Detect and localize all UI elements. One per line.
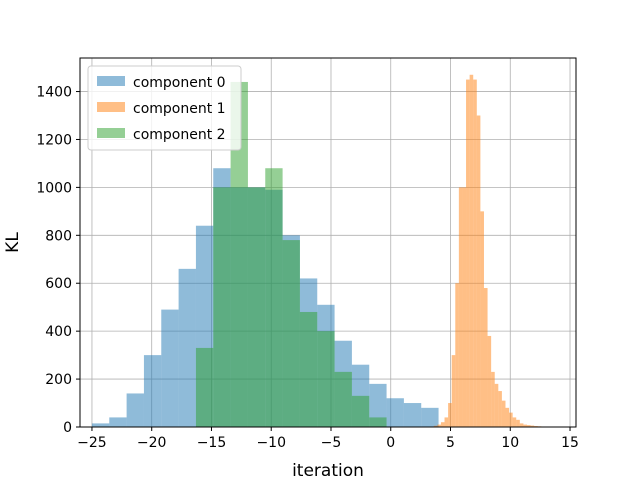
histogram-bar — [440, 422, 445, 427]
histogram-bar — [509, 412, 513, 427]
histogram-bar — [386, 398, 404, 427]
histogram-bar — [512, 417, 517, 427]
histogram-bar — [195, 347, 214, 427]
histogram-bar — [230, 81, 248, 428]
series-1-bars — [433, 74, 555, 427]
x-tick-label: 0 — [386, 435, 395, 451]
x-tick-label: −5 — [321, 435, 342, 451]
x-axis-label: iteration — [292, 461, 364, 480]
histogram-bar — [480, 211, 484, 427]
y-tick-label: 1000 — [36, 180, 72, 196]
legend-swatch — [97, 76, 125, 86]
axis-ticks: −25 −20 −15 −10 −5 0 5 10 15 0 200 400 600 800 1000 120… — [36, 85, 579, 451]
y-tick-label: 800 — [45, 228, 72, 244]
y-tick-label: 600 — [45, 276, 72, 292]
histogram-bar — [403, 403, 422, 427]
histogram-bars — [91, 74, 555, 428]
histogram-bar — [491, 371, 495, 427]
legend-box — [87, 65, 242, 151]
histogram-bar — [530, 425, 535, 427]
x-tick-label: −10 — [256, 435, 286, 451]
histogram-bar — [516, 419, 520, 427]
histogram-bar — [299, 311, 318, 427]
y-axis-label: KL — [3, 232, 23, 253]
x-tick-label: 10 — [501, 435, 519, 451]
histogram-bar — [501, 400, 506, 427]
histogram-bar — [91, 423, 110, 427]
histogram-bar — [247, 187, 266, 427]
histogram-bar — [487, 335, 492, 427]
histogram-bar — [476, 115, 481, 427]
legend-label: component 0 — [133, 75, 226, 91]
histogram-bar — [473, 79, 477, 427]
y-tick-label: 0 — [63, 420, 72, 436]
x-tick-label: −20 — [137, 435, 167, 451]
histogram-bar — [448, 403, 452, 427]
histogram-bar — [369, 383, 387, 427]
histogram-bar — [523, 424, 527, 427]
histogram-bar — [494, 383, 499, 427]
histogram-bar — [498, 391, 502, 427]
legend-label: component 2 — [133, 127, 226, 143]
histogram-bar — [519, 423, 524, 427]
y-tick-label: 1200 — [36, 132, 72, 148]
histogram-bar — [126, 393, 144, 427]
histogram-bar — [458, 187, 463, 427]
histogram-bar — [334, 371, 352, 427]
histogram-bar — [526, 425, 531, 427]
x-tick-label: −25 — [77, 435, 107, 451]
series-2-bars — [195, 81, 387, 428]
legend-swatch — [97, 102, 125, 112]
histogram-bar — [143, 355, 162, 427]
histogram-bar — [469, 74, 474, 427]
x-tick-label: 15 — [561, 435, 579, 451]
histogram-bar — [213, 187, 231, 427]
legend: component 0 component 1 component 2 — [87, 65, 242, 151]
histogram-bar — [265, 168, 283, 428]
histogram-bar — [466, 79, 470, 427]
legend-label: component 1 — [133, 101, 226, 117]
histogram-bar — [282, 240, 300, 427]
histogram-bar — [109, 417, 127, 427]
x-tick-label: −15 — [197, 435, 227, 451]
histogram-bar — [351, 395, 370, 427]
histogram-bar — [317, 331, 335, 427]
x-tick-label: 5 — [446, 435, 455, 451]
y-tick-label: 1400 — [36, 85, 72, 101]
histogram-bar — [433, 425, 438, 427]
histogram-bar — [178, 268, 196, 427]
histogram-bar — [161, 309, 179, 427]
histogram-bar — [455, 283, 459, 427]
plot-frame — [79, 57, 577, 428]
histogram-bar — [369, 417, 387, 427]
histogram-bar — [444, 417, 449, 427]
histogram-bar — [437, 424, 441, 427]
histogram-bar — [451, 355, 456, 427]
legend-swatch — [97, 128, 125, 138]
histogram-bar — [483, 288, 488, 427]
y-tick-label: 200 — [45, 372, 72, 388]
histogram-bar — [421, 407, 439, 427]
histogram-bar — [505, 407, 510, 427]
y-tick-label: 400 — [45, 324, 72, 340]
histogram-bar — [462, 187, 467, 427]
